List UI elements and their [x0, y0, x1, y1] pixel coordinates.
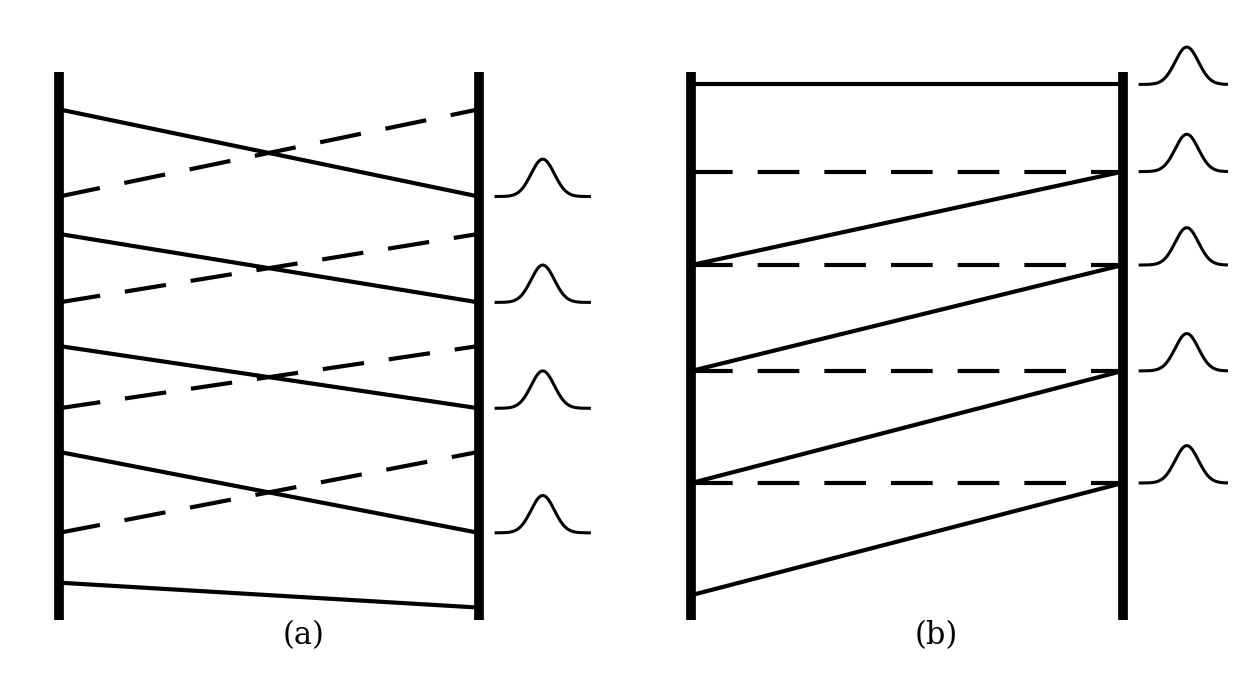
Text: (b): (b) — [915, 620, 957, 651]
Text: (a): (a) — [283, 620, 325, 651]
